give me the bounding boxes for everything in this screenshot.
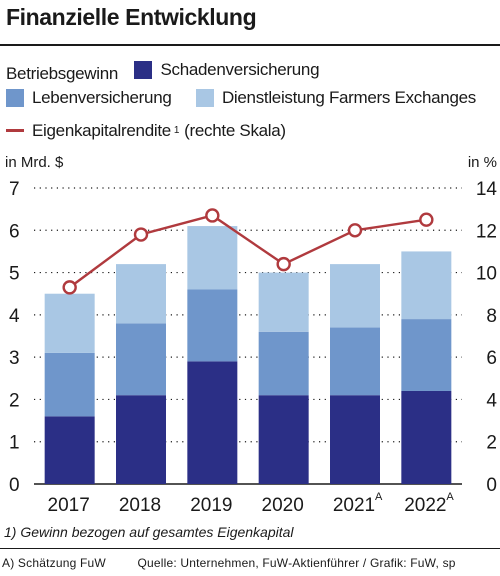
rendite-polyline [68, 214, 427, 289]
source-line: A) Schätzung FuW Quelle: Unternehmen, Fu… [2, 556, 500, 570]
legend-swatch-dienstleistung [195, 89, 214, 107]
legend-swatch-lebenversicherung [6, 89, 24, 107]
source-credits: Quelle: Unternehmen, FuW-Aktienführer / … [137, 556, 456, 570]
legend-line-label: Eigenkapitalrendite [32, 120, 171, 140]
x-tick-label: 2021 [333, 495, 375, 516]
bar-segment [187, 226, 238, 290]
x-tick-label: 2019 [190, 495, 232, 516]
bar-segment [116, 323, 166, 396]
bar-segment [330, 395, 380, 484]
bar-segment [401, 390, 452, 484]
x-tick-note: A [375, 491, 383, 503]
rendite-point [419, 212, 434, 227]
x-tick-label: 2022 [404, 495, 446, 516]
rendite-point [347, 223, 363, 238]
bar-series [44, 226, 452, 484]
bar-segment [187, 289, 238, 362]
legend-heading: Betriebsgewinn [6, 64, 119, 83]
bar-segment [258, 272, 309, 332]
legend-item-lebenversicherung: Lebenversicherung [6, 86, 172, 110]
x-tick-label: 2020 [262, 495, 304, 516]
bar-segment [44, 293, 95, 353]
x-tick-label: 2018 [119, 495, 161, 516]
bar-segment [116, 264, 166, 324]
legend-item-schadenversicherung: Schadenversicherung [134, 58, 320, 82]
left-tick-label: 6 [9, 221, 20, 242]
rendite-point [62, 280, 77, 295]
legend-label-schadenversicherung: Schadenversicherung [160, 60, 320, 79]
bar-segment [330, 327, 380, 396]
left-axis-unit: in Mrd. $ [5, 154, 64, 171]
left-tick-label: 0 [9, 475, 20, 496]
right-tick-label: 8 [486, 306, 497, 327]
bar-segment [330, 264, 380, 328]
legend-line-suffix: (rechte Skala) [184, 120, 286, 140]
legend-item-eigenkapitalrendite: Eigenkapitalrendite 1 (rechte Skala) [6, 119, 286, 143]
x-tick-note: A [446, 491, 454, 503]
right-tick-label: 12 [476, 221, 497, 242]
bar-segment [401, 319, 452, 391]
legend-label-lebenversicherung: Lebenversicherung [32, 88, 172, 107]
grid-lines [34, 187, 462, 485]
right-tick-label: 10 [476, 264, 497, 285]
right-tick-label: 14 [476, 179, 498, 200]
left-tick-label: 7 [9, 179, 20, 200]
left-tick-label: 3 [9, 348, 20, 369]
rendite-point [133, 227, 149, 242]
left-tick-label: 1 [9, 433, 20, 454]
left-tick-label: 4 [9, 306, 20, 327]
legend-row-1: Betriebsgewinn Schadenversicherung [6, 58, 320, 83]
right-tick-label: 2 [486, 433, 497, 454]
legend-item-dienstleistung: Dienstleistung Farmers Exchanges [195, 86, 476, 110]
bar-segment [116, 395, 166, 484]
legend-line-swatch [6, 129, 24, 132]
left-tick-label: 2 [9, 390, 20, 411]
right-axis-unit: in % [468, 154, 497, 171]
legend-swatch-schadenversicherung [134, 61, 153, 79]
left-tick-label: 5 [9, 264, 20, 285]
title-rule [0, 44, 500, 46]
bar-segment [258, 395, 309, 484]
bar-segment [187, 361, 238, 484]
rendite-line [62, 208, 434, 295]
rendite-point [276, 256, 291, 272]
bar-segment [44, 352, 95, 417]
bar-segment [44, 416, 95, 484]
right-tick-label: 6 [486, 348, 497, 369]
legend-label-dienstleistung: Dienstleistung Farmers Exchanges [221, 88, 476, 107]
right-tick-label: 4 [486, 390, 497, 411]
right-tick-label: 0 [486, 475, 497, 496]
chart-title: Finanzielle Entwicklung [6, 4, 257, 30]
x-tick-label: 2017 [48, 495, 90, 516]
estimate-note: A) Schätzung FuW [2, 556, 106, 570]
bar-segment [401, 251, 452, 320]
footnote: 1) Gewinn bezogen auf gesamtes Eigenkapi… [4, 524, 294, 540]
bottom-rule [0, 548, 500, 549]
rendite-point [205, 208, 220, 223]
legend-row-2: Lebenversicherung Dienstleistung Farmers… [6, 86, 476, 110]
legend-row-3: Eigenkapitalrendite 1 (rechte Skala) [6, 115, 286, 140]
bar-segment [258, 331, 309, 396]
